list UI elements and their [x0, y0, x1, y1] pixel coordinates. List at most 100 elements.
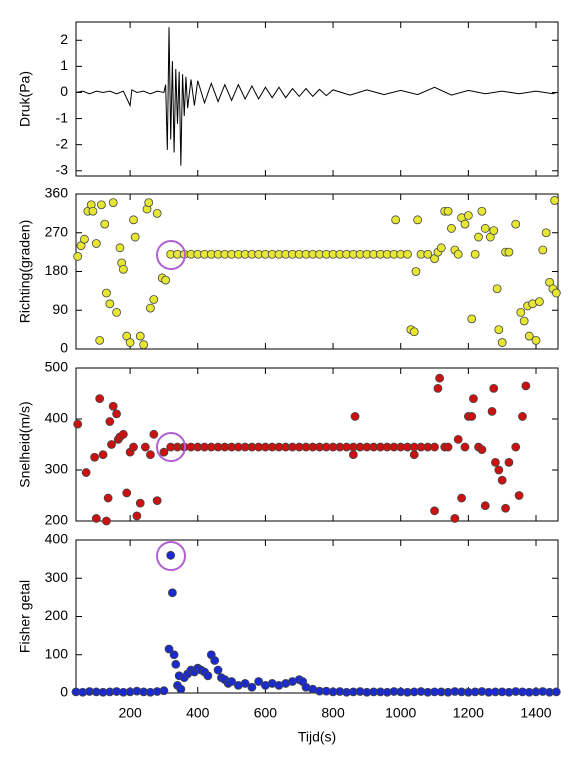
point [413, 215, 423, 225]
highlight-circle [156, 240, 186, 270]
point [88, 206, 98, 216]
point [102, 516, 111, 526]
point [105, 299, 115, 309]
point [167, 588, 177, 598]
x-tick-label: 1400 [520, 705, 551, 721]
point [149, 429, 159, 439]
point [254, 677, 264, 686]
point [531, 335, 541, 345]
point [469, 394, 478, 404]
x-tick-label: 200 [118, 705, 142, 721]
point [492, 284, 502, 294]
point [73, 252, 83, 261]
y-axis-label: Snelheid(m/s) [17, 401, 33, 487]
point [480, 224, 490, 233]
y-tick-label: 360 [45, 185, 69, 201]
point [95, 394, 105, 404]
point [91, 239, 101, 248]
point [227, 677, 236, 686]
point [102, 288, 111, 298]
point [171, 659, 181, 669]
point [460, 442, 470, 452]
point [453, 249, 463, 259]
x-axis-label: Tijd(s) [298, 729, 336, 745]
point [132, 511, 142, 521]
point [487, 406, 497, 416]
point [435, 373, 445, 383]
point [514, 491, 524, 500]
point [521, 381, 531, 391]
point [550, 196, 560, 205]
x-tick-label: 800 [321, 705, 345, 721]
point [433, 383, 443, 393]
y-tick-label: 400 [45, 410, 69, 426]
y-tick-label: 90 [52, 301, 68, 317]
point [159, 447, 169, 457]
point [430, 506, 439, 516]
point [108, 401, 118, 411]
point [460, 219, 470, 229]
point [538, 245, 548, 255]
x-tick-label: 600 [254, 705, 278, 721]
y-axis-label: Druk(Pa) [17, 71, 33, 127]
x-tick-label: 400 [186, 705, 210, 721]
point [169, 650, 179, 660]
point [159, 686, 169, 696]
point [497, 338, 507, 347]
point [551, 288, 561, 298]
point [453, 434, 463, 444]
point [112, 409, 121, 419]
point [210, 656, 220, 665]
point [524, 331, 534, 341]
point [494, 465, 504, 475]
point [501, 503, 510, 513]
point [103, 493, 113, 503]
point [129, 442, 138, 452]
point [518, 412, 527, 421]
y-tick-label: 300 [45, 569, 69, 585]
point [122, 488, 132, 498]
point [140, 442, 150, 452]
point [350, 412, 360, 421]
point [81, 468, 91, 477]
y-tick-label: 0 [60, 83, 68, 99]
y-tick-label: -2 [56, 135, 69, 151]
point [519, 316, 529, 326]
point [100, 219, 110, 229]
point [152, 496, 162, 506]
point [467, 314, 477, 324]
point [166, 550, 176, 560]
highlight-circle [156, 432, 186, 462]
panel-frame [75, 367, 559, 522]
point [98, 450, 108, 460]
point [457, 493, 467, 503]
point [489, 226, 499, 235]
point [164, 644, 174, 654]
point [107, 440, 116, 449]
y-tick-label: 270 [45, 223, 69, 239]
point [443, 206, 453, 216]
point [130, 232, 140, 242]
point [497, 475, 507, 485]
point [480, 501, 490, 511]
point [477, 445, 487, 455]
point [551, 687, 561, 697]
point [491, 457, 500, 467]
point [489, 383, 499, 393]
waveform [75, 27, 557, 166]
panel-frame [75, 539, 559, 694]
point [73, 419, 83, 429]
y-tick-label: 500 [45, 359, 69, 375]
point [463, 211, 473, 220]
plot-area: 2 1 0 -1 -2 -3 Druk(Pa) 0 90 180 270 360 Richting(gr… [17, 21, 561, 745]
point [391, 215, 401, 225]
point [494, 325, 504, 335]
y-tick-label: -1 [56, 109, 69, 125]
point [504, 457, 514, 467]
point [144, 198, 154, 208]
point [108, 198, 118, 208]
panel-frame [75, 193, 559, 350]
point [348, 450, 358, 460]
y-tick-label: 2 [60, 31, 68, 47]
